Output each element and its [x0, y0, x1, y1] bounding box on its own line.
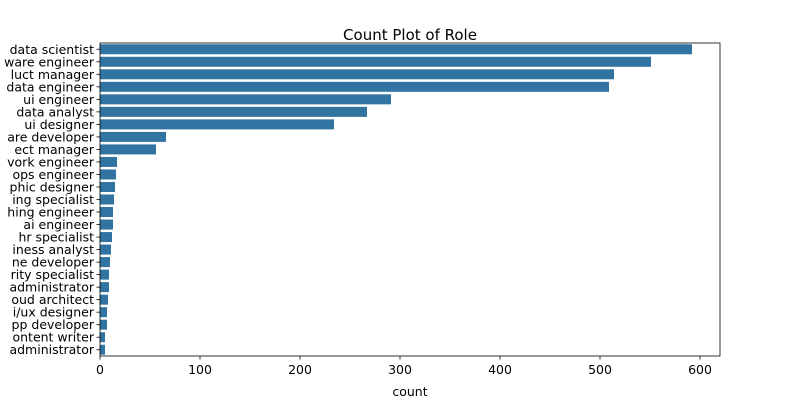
- y-tick-label-8: ect manager: [14, 142, 94, 157]
- y-tick-label-11: phic designer: [10, 179, 95, 194]
- x-tick-label-0: 0: [96, 362, 104, 377]
- bars-group: [100, 44, 692, 355]
- y-tick-label-16: iness analyst: [12, 242, 94, 257]
- bar-15: [100, 232, 112, 243]
- bar-14: [100, 219, 113, 230]
- y-tick-label-2: luct manager: [11, 67, 95, 82]
- bar-1: [100, 56, 651, 67]
- bar-22: [100, 319, 107, 330]
- bar-16: [100, 244, 111, 255]
- bar-8: [100, 144, 156, 155]
- y-tick-label-7: are developer: [7, 129, 95, 144]
- x-tick-label-2: 200: [288, 362, 312, 377]
- bar-9: [100, 156, 117, 167]
- y-tick-label-21: i/ux designer: [13, 305, 95, 320]
- x-tick-label-3: 300: [388, 362, 412, 377]
- bar-11: [100, 181, 115, 192]
- chart-title: Count Plot of Role: [343, 26, 477, 44]
- y-tick-label-13: hing engineer: [7, 205, 95, 220]
- x-ticks: 0 100 200 300 400 500 600: [96, 356, 712, 377]
- plot-frame: [99, 42, 721, 357]
- bar-6: [100, 119, 334, 130]
- y-tick-label-18: rity specialist: [11, 267, 94, 282]
- y-tick-label-23: ontent writer: [12, 330, 94, 345]
- y-tick-label-10: ops engineer: [12, 167, 94, 182]
- bar-7: [100, 131, 166, 142]
- bar-20: [100, 294, 108, 305]
- bar-21: [100, 307, 107, 318]
- bar-5: [100, 106, 367, 117]
- y-tick-label-0: data scientist: [10, 42, 94, 57]
- x-tick-label-5: 500: [588, 362, 612, 377]
- y-tick-label-4: ui engineer: [23, 92, 95, 107]
- bar-10: [100, 169, 116, 180]
- bar-3: [100, 81, 609, 92]
- y-tick-label-12: ing specialist: [12, 192, 94, 207]
- bar-12: [100, 194, 114, 205]
- y-tick-label-3: data engineer: [6, 79, 94, 94]
- bar-23: [100, 332, 105, 343]
- bar-2: [100, 69, 614, 80]
- x-tick-label-1: 100: [188, 362, 212, 377]
- bar-13: [100, 207, 113, 218]
- x-tick-label-6: 600: [688, 362, 712, 377]
- bar-4: [100, 94, 391, 105]
- y-tick-label-1: ware engineer: [4, 54, 95, 69]
- bar-18: [100, 269, 109, 280]
- y-tick-label-14: ai engineer: [23, 217, 94, 232]
- y-tick-label-15: hr specialist: [18, 230, 94, 245]
- bar-24: [100, 344, 105, 355]
- bar-19: [100, 282, 109, 293]
- bar-17: [100, 257, 110, 268]
- x-axis-label: count: [392, 384, 427, 399]
- y-tick-label-24: administrator: [9, 342, 94, 357]
- x-tick-label-4: 400: [488, 362, 512, 377]
- y-tick-label-6: ui designer: [24, 117, 95, 132]
- y-tick-label-17: ne developer: [12, 255, 95, 270]
- y-tick-label-9: vork engineer: [7, 154, 95, 169]
- y-tick-label-20: oud architect: [11, 292, 94, 307]
- y-tick-label-22: pp developer: [12, 317, 95, 332]
- bar-0: [100, 44, 692, 55]
- y-tick-label-5: data analyst: [16, 104, 94, 119]
- y-tick-label-19: administrator: [9, 280, 94, 295]
